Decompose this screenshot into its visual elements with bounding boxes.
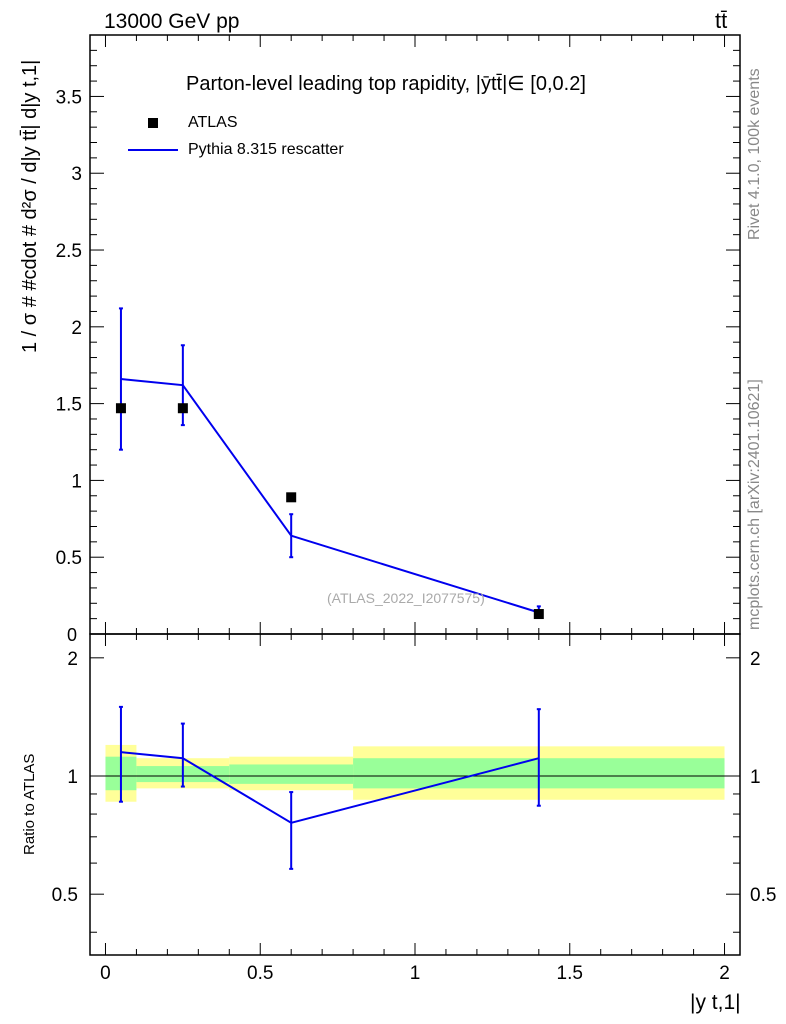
x-tick-label: 2 xyxy=(719,963,730,984)
ratio-y-tick-label: 0.5 xyxy=(52,885,78,906)
main-y-tick-label: 1.5 xyxy=(56,395,82,416)
ratio-y-tick-label-right: 0.5 xyxy=(750,885,776,906)
x-tick-label: 1.5 xyxy=(557,963,583,984)
legend-label-pythia: Pythia 8.315 rescatter xyxy=(188,141,344,158)
main-y-tick-label: 3 xyxy=(71,164,82,185)
main-y-tick-label: 3.5 xyxy=(56,87,82,108)
legend-marker-atlas xyxy=(148,118,158,128)
main-y-tick-label: 2.5 xyxy=(56,241,82,262)
ratio-y-axis-title: Ratio to ATLAS xyxy=(21,753,38,855)
rivet-version-label: Rivet 4.1.0, 100k events xyxy=(746,68,763,240)
main-y-zero-label: 0 xyxy=(67,625,78,645)
main-y-tick-label: 2 xyxy=(71,318,82,339)
ratio-y-tick-label-right: 1 xyxy=(750,767,761,788)
atlas-data-point xyxy=(533,609,544,620)
ratio-pythia-line xyxy=(120,751,540,824)
atlas-data-point xyxy=(177,403,188,414)
pythia-line xyxy=(120,378,540,614)
ratio-y-tick-label-right: 2 xyxy=(750,649,761,670)
energy-label: 13000 GeV pp xyxy=(104,10,240,33)
source-label: mcplots.cern.ch [arXiv:2401.10621] xyxy=(746,379,763,630)
atlas-data-point xyxy=(115,403,126,414)
ratio-band-green xyxy=(229,764,354,784)
x-tick-label: 1 xyxy=(410,963,421,984)
chart-title: Parton-level leading top rapidity, |ȳtt̄… xyxy=(186,73,586,95)
ratio-y-tick-label: 2 xyxy=(67,649,78,670)
legend-label-atlas: ATLAS xyxy=(188,114,238,131)
ratio-y-tick-label: 1 xyxy=(67,767,78,788)
atlas-data-point xyxy=(286,492,297,503)
x-axis-title: |y t,1| xyxy=(690,991,741,1014)
x-tick-label: 0 xyxy=(100,963,111,984)
watermark: (ATLAS_2022_I2077575) xyxy=(327,590,485,606)
x-tick-label: 0.5 xyxy=(247,963,273,984)
main-y-tick-label: 0.5 xyxy=(56,548,82,569)
process-label: tt̄ xyxy=(715,8,728,33)
main-y-tick-label: 1 xyxy=(71,471,82,492)
main-y-axis-title: 1 / σ # #cdot # d²σ / d|y tt̄| d|y t,1| xyxy=(19,59,41,353)
